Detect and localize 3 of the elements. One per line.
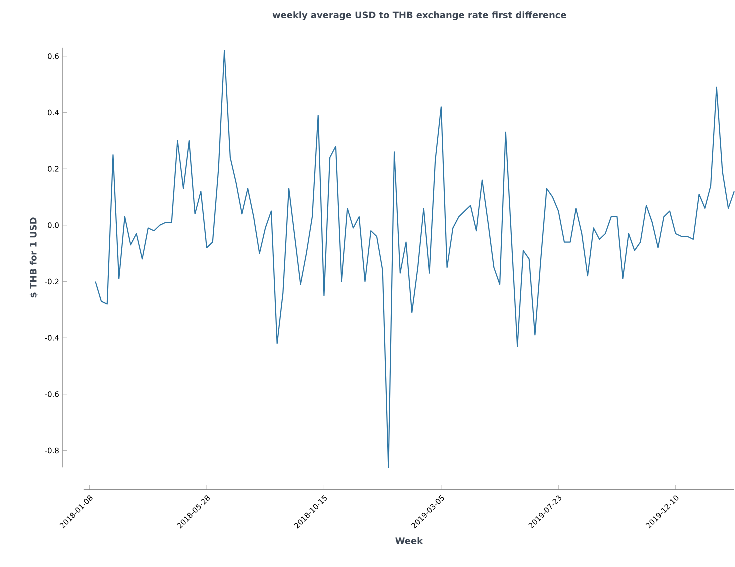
- x-axis-title: Week: [396, 538, 424, 545]
- chart-title: weekly average USD to THB exchange rate first difference: [272, 12, 566, 21]
- y-axis-title: $ THB for 1 USD: [30, 218, 38, 298]
